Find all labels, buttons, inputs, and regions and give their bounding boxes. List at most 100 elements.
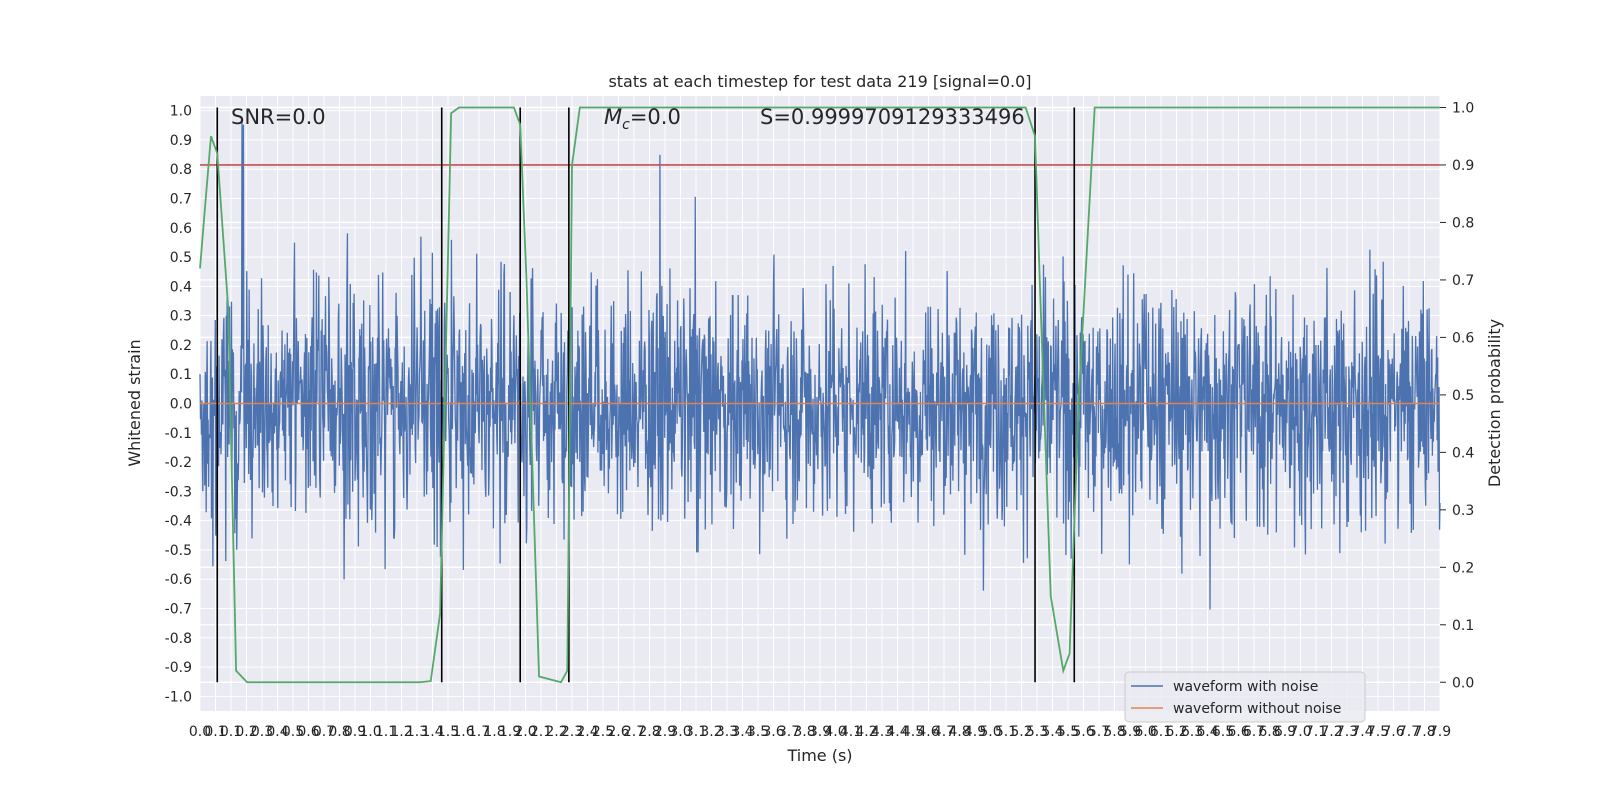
x-tick-label: 6.8 <box>1258 724 1280 740</box>
x-tick-label: 0.7 <box>313 724 335 740</box>
x-tick-label: 6.5 <box>1212 724 1234 740</box>
x-tick-label: 2.0 <box>514 724 536 740</box>
chirp-mass-value: =0.0 <box>630 105 681 129</box>
x-tick-label: 1.2 <box>390 724 412 740</box>
x-tick-label: 5.1 <box>995 724 1017 740</box>
x-tick-label: 2.2 <box>545 724 567 740</box>
x-tick-label: 5.3 <box>1026 724 1048 740</box>
x-tick-label: 0.6 <box>297 724 319 740</box>
x-tick-label: 4.8 <box>948 724 970 740</box>
x-tick-label: 1.4 <box>421 724 443 740</box>
x-tick-label: 6.6 <box>1227 724 1249 740</box>
y-tick-label: 0.9 <box>170 133 192 149</box>
x-tick-label: 2.4 <box>576 724 598 740</box>
x-tick-label: 4.0 <box>824 724 846 740</box>
y-tick-label: -0.7 <box>165 602 192 618</box>
y2-tick-label: 0.8 <box>1452 215 1474 231</box>
y-tick-label: -0.6 <box>165 572 192 588</box>
x-tick-label: 0.2 <box>235 724 257 740</box>
y2-tick-label: 0.0 <box>1452 675 1474 691</box>
x-tick-label: 0.4 <box>266 724 288 740</box>
y-tick-label: -1.0 <box>165 689 192 705</box>
x-tick-label: 7.5 <box>1367 724 1389 740</box>
y-tick-label: 0.4 <box>170 279 192 295</box>
x-tick-label: 2.7 <box>623 724 645 740</box>
x-tick-label: 5.7 <box>1088 724 1110 740</box>
x-tick-label: 5.6 <box>1072 724 1094 740</box>
y2-tick-label: 0.7 <box>1452 273 1474 289</box>
x-tick-label: 6.7 <box>1243 724 1265 740</box>
y2-tick-label: 0.3 <box>1452 503 1474 519</box>
x-tick-label: 7.1 <box>1305 724 1327 740</box>
x-tick-label: 3.7 <box>778 724 800 740</box>
x-tick-label: 7.4 <box>1351 724 1373 740</box>
x-tick-label: 7.8 <box>1413 724 1435 740</box>
y-tick-label: 0.0 <box>170 397 192 413</box>
x-tick-label: 1.9 <box>499 724 521 740</box>
x-tick-label: 1.7 <box>468 724 490 740</box>
x-tick-label: 6.2 <box>1165 724 1187 740</box>
x-tick-label: 6.0 <box>1134 724 1156 740</box>
y-tick-label: 0.7 <box>170 192 192 208</box>
y-tick-label: -0.8 <box>165 631 192 647</box>
y-tick-label: -0.1 <box>165 426 192 442</box>
y2-axis-label: Detection probability <box>1485 319 1504 487</box>
waveform-with-noise-series <box>199 119 1441 610</box>
legend: waveform with noise waveform without noi… <box>1124 671 1366 723</box>
y2-tick-label: 0.1 <box>1452 618 1474 634</box>
chart-title: stats at each timestep for test data 219… <box>608 72 1031 91</box>
x-tick-label: 5.4 <box>1041 724 1063 740</box>
x-tick-label: 0.0 <box>189 724 211 740</box>
ticks-layer: 0.00.10.10.20.30.40.50.60.70.80.91.01.11… <box>165 100 1475 740</box>
waveform-with-noise-line <box>199 119 1441 610</box>
x-tick-label: 4.5 <box>902 724 924 740</box>
x-tick-label: 6.3 <box>1181 724 1203 740</box>
x-tick-label: 1.8 <box>483 724 505 740</box>
x-tick-label: 1.3 <box>406 724 428 740</box>
x-tick-label: 3.8 <box>793 724 815 740</box>
x-tick-label: 0.5 <box>282 724 304 740</box>
y2-tick-label: 0.6 <box>1452 330 1474 346</box>
snr-annotation: SNR=0.0 <box>231 105 326 129</box>
x-tick-label: 0.9 <box>344 724 366 740</box>
lines-layer <box>199 106 1440 684</box>
y-tick-label: 1.0 <box>170 104 192 120</box>
y-tick-label: 0.2 <box>170 338 192 354</box>
legend-entry-waveform-without-noise: waveform without noise <box>1173 701 1341 717</box>
y-tick-label: -0.4 <box>165 514 192 530</box>
x-axis-label: Time (s) <box>786 746 852 765</box>
x-tick-label: 4.7 <box>933 724 955 740</box>
y-tick-label: -0.9 <box>165 660 192 676</box>
x-tick-label: 1.6 <box>452 724 474 740</box>
y-tick-label: 0.5 <box>170 250 192 266</box>
x-tick-label: 3.5 <box>747 724 769 740</box>
y-tick-label: -0.5 <box>165 543 192 559</box>
x-tick-label: 0.1 <box>220 724 242 740</box>
x-tick-label: 5.2 <box>1010 724 1032 740</box>
x-tick-label: 6.1 <box>1150 724 1172 740</box>
x-tick-label: 2.5 <box>592 724 614 740</box>
chirp-mass-symbol: M <box>604 105 622 129</box>
x-tick-label: 7.6 <box>1382 724 1404 740</box>
chirp-mass-annotation: Mc=0.0 <box>604 105 681 133</box>
x-tick-label: 6.9 <box>1274 724 1296 740</box>
x-tick-label: 3.3 <box>716 724 738 740</box>
x-tick-label: 4.2 <box>855 724 877 740</box>
legend-box <box>1124 671 1366 723</box>
x-tick-label: 1.5 <box>437 724 459 740</box>
y2-tick-label: 0.2 <box>1452 560 1474 576</box>
x-tick-label: 7.9 <box>1429 724 1451 740</box>
x-tick-label: 0.3 <box>251 724 273 740</box>
x-tick-label: 7.3 <box>1336 724 1358 740</box>
y-tick-label: -0.3 <box>165 484 192 500</box>
x-tick-label: 2.9 <box>654 724 676 740</box>
x-tick-label: 5.9 <box>1119 724 1141 740</box>
detection-probability-line <box>199 106 1440 684</box>
x-tick-label: 4.1 <box>840 724 862 740</box>
x-tick-label: 3.9 <box>809 724 831 740</box>
x-tick-label: 4.9 <box>964 724 986 740</box>
y2-tick-label: 0.9 <box>1452 158 1474 174</box>
x-tick-label: 2.3 <box>561 724 583 740</box>
x-tick-label: 4.4 <box>886 724 908 740</box>
x-tick-label: 2.8 <box>638 724 660 740</box>
